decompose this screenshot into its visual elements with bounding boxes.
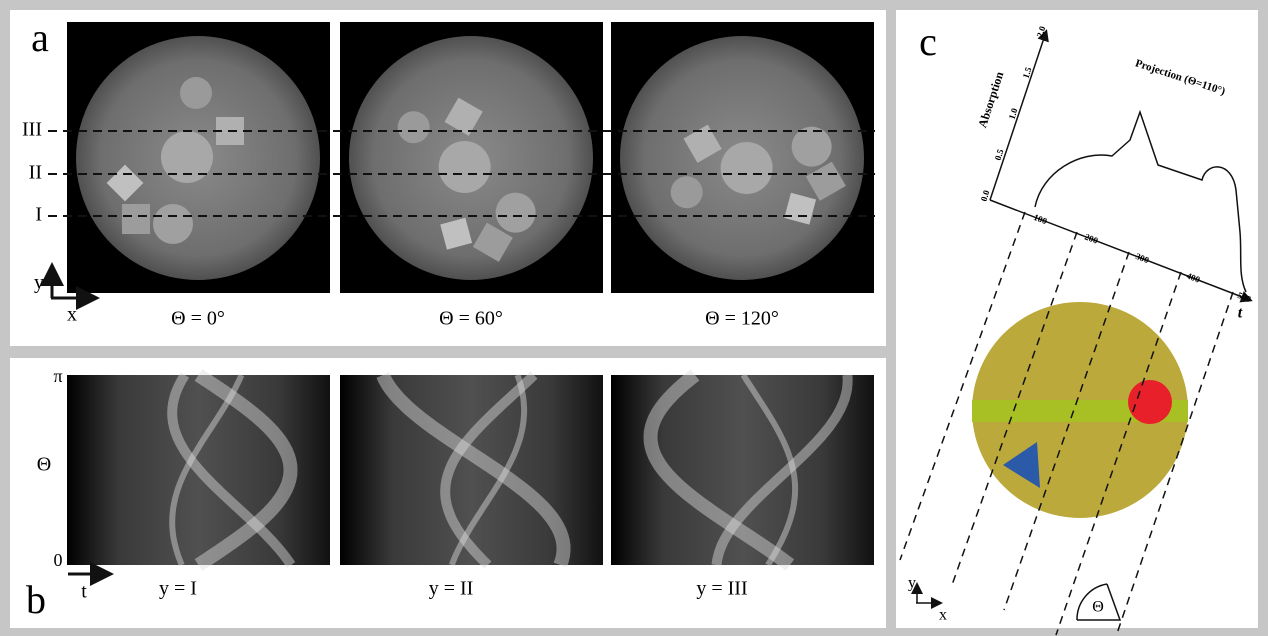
row-label: II xyxy=(29,162,42,184)
feature xyxy=(180,77,212,109)
red-disc xyxy=(1128,380,1172,424)
axis-label: t xyxy=(81,581,87,603)
caption: Θ = 60° xyxy=(439,308,503,330)
feature xyxy=(153,204,193,244)
feature xyxy=(161,131,213,183)
row-label: III xyxy=(22,119,42,141)
caption: y = I xyxy=(159,578,197,600)
row-label: I xyxy=(35,204,42,226)
panel-letter: a xyxy=(31,15,49,60)
axis-label: y xyxy=(908,575,916,592)
axis-label: 0 xyxy=(54,550,63,570)
caption: Θ = 0° xyxy=(171,308,225,330)
axis-label: y xyxy=(34,272,44,294)
axis-label: Θ xyxy=(37,454,51,476)
feature xyxy=(122,204,150,234)
axis-label: x xyxy=(67,304,77,326)
caption: y = III xyxy=(696,578,747,600)
caption: Θ = 120° xyxy=(705,308,779,330)
axis-label: π xyxy=(53,366,62,386)
angle-label: Θ xyxy=(1092,599,1104,616)
axis-label: x xyxy=(939,607,947,624)
caption: y = II xyxy=(429,578,474,600)
panel-letter: c xyxy=(919,19,937,64)
axis-label: t xyxy=(1238,305,1243,322)
panel-letter: b xyxy=(26,577,46,622)
figure: Θ = 0°Θ = 60°Θ = 120°IIIIIIyx y = Iy = I… xyxy=(0,0,1268,636)
